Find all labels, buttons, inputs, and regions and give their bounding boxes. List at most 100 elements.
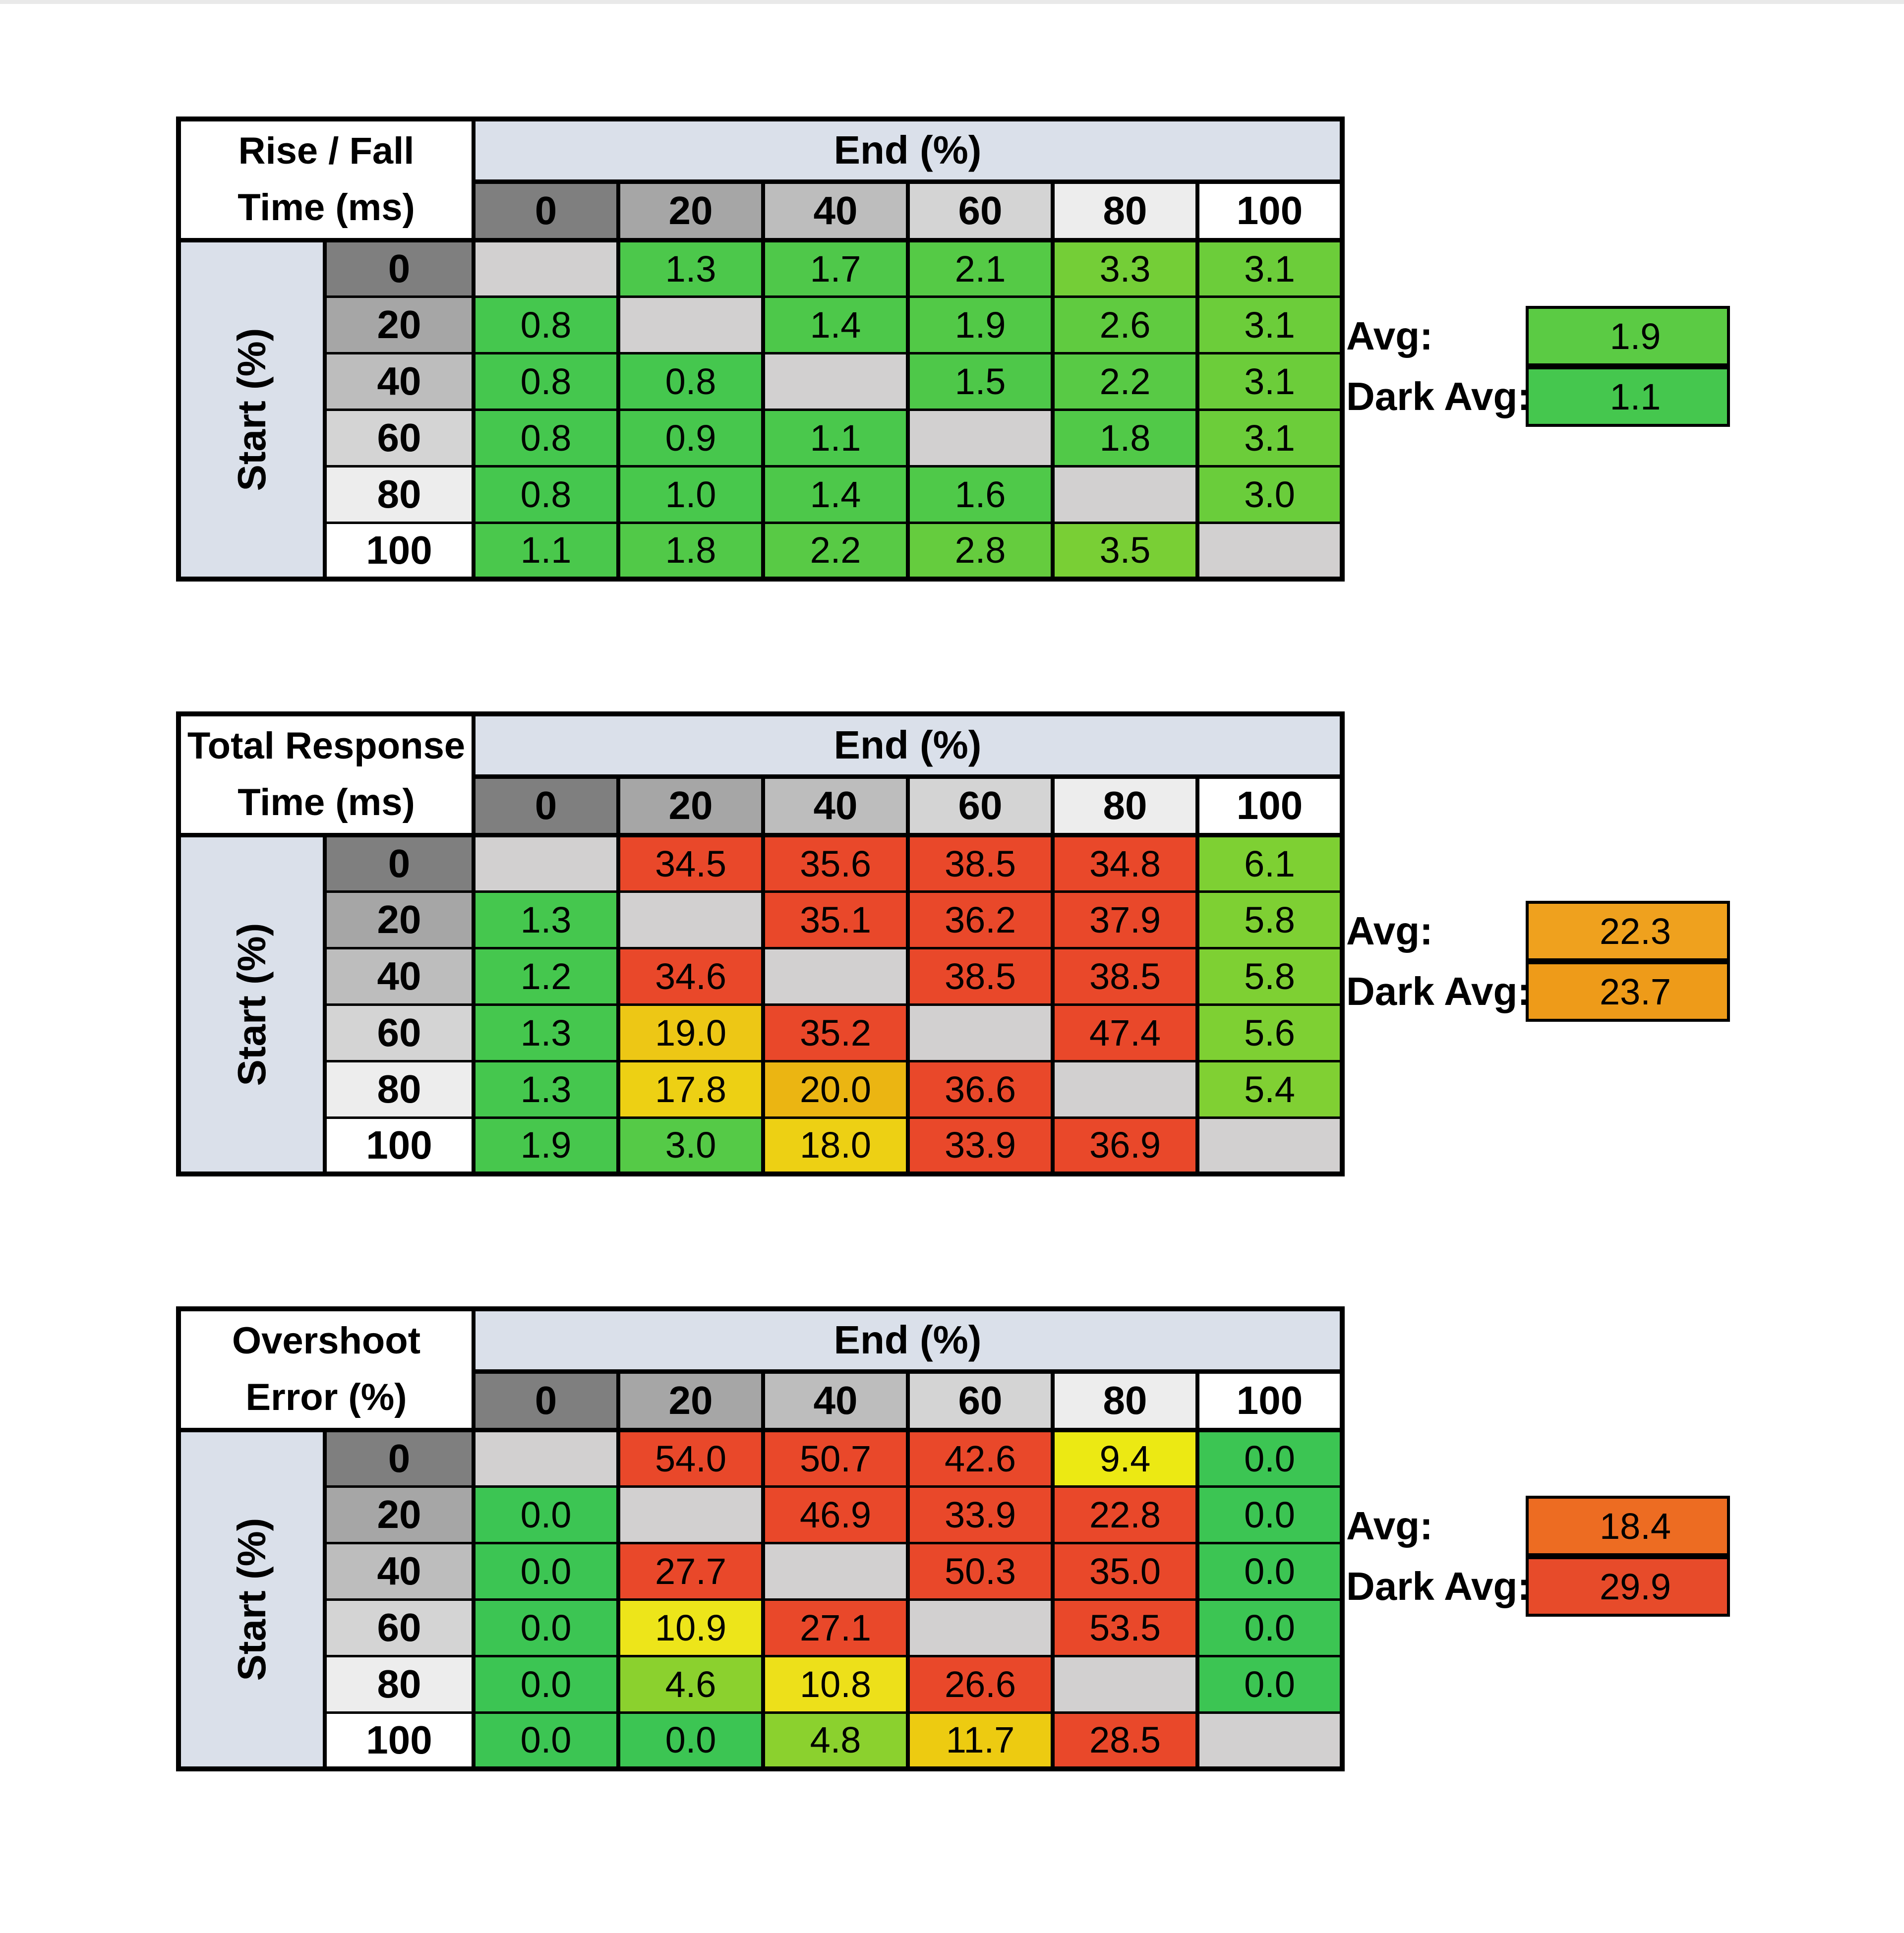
value-cell-start0-end80[interactable]: 34.8 xyxy=(1051,833,1199,893)
value-cell-start60-end100[interactable]: 5.6 xyxy=(1195,1003,1344,1062)
col-header-80[interactable]: 80 xyxy=(1051,180,1199,242)
value-cell-start80-end60[interactable]: 1.6 xyxy=(906,465,1055,524)
diagonal-blank-cell[interactable] xyxy=(906,408,1055,468)
value-cell-start100-end0[interactable]: 1.9 xyxy=(472,1116,620,1175)
value-cell-start40-end20[interactable]: 27.7 xyxy=(616,1541,765,1601)
value-cell-start80-end100[interactable]: 5.4 xyxy=(1195,1059,1344,1119)
value-cell-start40-end20[interactable]: 0.8 xyxy=(616,351,765,411)
value-cell-start60-end100[interactable]: 0.0 xyxy=(1195,1598,1344,1657)
start-axis-cell[interactable]: Start (%) xyxy=(177,238,327,581)
row-header-20[interactable]: 20 xyxy=(323,1485,476,1544)
row-header-60[interactable]: 60 xyxy=(323,1003,476,1062)
col-header-40[interactable]: 40 xyxy=(761,775,910,837)
value-cell-start0-end100[interactable]: 3.1 xyxy=(1195,238,1344,298)
row-header-40[interactable]: 40 xyxy=(323,946,476,1006)
diagonal-blank-cell[interactable] xyxy=(1195,1116,1344,1175)
end-axis-label[interactable]: End (%) xyxy=(472,712,1344,779)
row-header-80[interactable]: 80 xyxy=(323,1654,476,1714)
col-header-60[interactable]: 60 xyxy=(906,180,1055,242)
value-cell-start100-end40[interactable]: 4.8 xyxy=(761,1711,910,1770)
value-cell-start100-end40[interactable]: 2.2 xyxy=(761,521,910,581)
table-title-cell[interactable]: Rise / Fall Time (ms) xyxy=(177,117,476,242)
value-cell-start20-end40[interactable]: 1.4 xyxy=(761,295,910,354)
value-cell-start20-end0[interactable]: 0.8 xyxy=(472,295,620,354)
start-axis-cell[interactable]: Start (%) xyxy=(177,1428,327,1770)
value-cell-start80-end60[interactable]: 36.6 xyxy=(906,1059,1055,1119)
value-cell-start100-end20[interactable]: 1.8 xyxy=(616,521,765,581)
row-header-40[interactable]: 40 xyxy=(323,351,476,411)
value-cell-start20-end80[interactable]: 2.6 xyxy=(1051,295,1199,354)
value-cell-start40-end60[interactable]: 50.3 xyxy=(906,1541,1055,1601)
value-cell-start20-end40[interactable]: 46.9 xyxy=(761,1485,910,1544)
row-header-0[interactable]: 0 xyxy=(323,238,476,298)
value-cell-start20-end100[interactable]: 0.0 xyxy=(1195,1485,1344,1544)
value-cell-start20-end60[interactable]: 33.9 xyxy=(906,1485,1055,1544)
value-cell-start40-end100[interactable]: 3.1 xyxy=(1195,351,1344,411)
col-header-20[interactable]: 20 xyxy=(616,1370,765,1432)
col-header-100[interactable]: 100 xyxy=(1195,1370,1344,1432)
value-cell-start20-end0[interactable]: 1.3 xyxy=(472,890,620,949)
diagonal-blank-cell[interactable] xyxy=(761,946,910,1006)
value-cell-start20-end100[interactable]: 3.1 xyxy=(1195,295,1344,354)
table-title-cell[interactable]: Total Response Time (ms) xyxy=(177,712,476,837)
value-cell-start20-end0[interactable]: 0.0 xyxy=(472,1485,620,1544)
col-header-0[interactable]: 0 xyxy=(472,180,620,242)
col-header-80[interactable]: 80 xyxy=(1051,775,1199,837)
value-cell-start20-end60[interactable]: 1.9 xyxy=(906,295,1055,354)
value-cell-start0-end60[interactable]: 2.1 xyxy=(906,238,1055,298)
value-cell-start40-end0[interactable]: 1.2 xyxy=(472,946,620,1006)
value-cell-start60-end40[interactable]: 27.1 xyxy=(761,1598,910,1657)
diagonal-blank-cell[interactable] xyxy=(906,1003,1055,1062)
value-cell-start40-end60[interactable]: 1.5 xyxy=(906,351,1055,411)
value-cell-start100-end0[interactable]: 0.0 xyxy=(472,1711,620,1770)
value-cell-start20-end80[interactable]: 37.9 xyxy=(1051,890,1199,949)
value-cell-start40-end100[interactable]: 5.8 xyxy=(1195,946,1344,1006)
end-axis-label[interactable]: End (%) xyxy=(472,1307,1344,1374)
value-cell-start80-end100[interactable]: 0.0 xyxy=(1195,1654,1344,1714)
value-cell-start100-end60[interactable]: 11.7 xyxy=(906,1711,1055,1770)
value-cell-start40-end60[interactable]: 38.5 xyxy=(906,946,1055,1006)
row-header-80[interactable]: 80 xyxy=(323,465,476,524)
value-cell-start80-end40[interactable]: 1.4 xyxy=(761,465,910,524)
value-cell-start60-end80[interactable]: 47.4 xyxy=(1051,1003,1199,1062)
value-cell-start80-end100[interactable]: 3.0 xyxy=(1195,465,1344,524)
value-cell-start100-end0[interactable]: 1.1 xyxy=(472,521,620,581)
value-cell-start60-end0[interactable]: 0.0 xyxy=(472,1598,620,1657)
value-cell-start0-end80[interactable]: 9.4 xyxy=(1051,1428,1199,1488)
value-cell-start40-end20[interactable]: 34.6 xyxy=(616,946,765,1006)
value-cell-start40-end80[interactable]: 2.2 xyxy=(1051,351,1199,411)
diagonal-blank-cell[interactable] xyxy=(616,1485,765,1544)
col-header-20[interactable]: 20 xyxy=(616,775,765,837)
col-header-60[interactable]: 60 xyxy=(906,1370,1055,1432)
value-cell-start20-end80[interactable]: 22.8 xyxy=(1051,1485,1199,1544)
value-cell-start60-end0[interactable]: 0.8 xyxy=(472,408,620,468)
value-cell-start0-end40[interactable]: 35.6 xyxy=(761,833,910,893)
end-axis-label[interactable]: End (%) xyxy=(472,117,1344,184)
diagonal-blank-cell[interactable] xyxy=(1051,1654,1199,1714)
col-header-100[interactable]: 100 xyxy=(1195,775,1344,837)
value-cell-start20-end60[interactable]: 36.2 xyxy=(906,890,1055,949)
value-cell-start40-end100[interactable]: 0.0 xyxy=(1195,1541,1344,1601)
value-cell-start40-end0[interactable]: 0.0 xyxy=(472,1541,620,1601)
value-cell-start100-end20[interactable]: 3.0 xyxy=(616,1116,765,1175)
value-cell-start20-end100[interactable]: 5.8 xyxy=(1195,890,1344,949)
diagonal-blank-cell[interactable] xyxy=(906,1598,1055,1657)
value-cell-start0-end40[interactable]: 50.7 xyxy=(761,1428,910,1488)
value-cell-start100-end80[interactable]: 36.9 xyxy=(1051,1116,1199,1175)
value-cell-start100-end60[interactable]: 33.9 xyxy=(906,1116,1055,1175)
row-header-20[interactable]: 20 xyxy=(323,890,476,949)
value-cell-start40-end80[interactable]: 35.0 xyxy=(1051,1541,1199,1601)
start-axis-cell[interactable]: Start (%) xyxy=(177,833,327,1175)
avg-value-box[interactable]: 1.9 xyxy=(1526,306,1730,366)
value-cell-start60-end80[interactable]: 1.8 xyxy=(1051,408,1199,468)
row-header-20[interactable]: 20 xyxy=(323,295,476,354)
diagonal-blank-cell[interactable] xyxy=(472,238,620,298)
value-cell-start60-end100[interactable]: 3.1 xyxy=(1195,408,1344,468)
value-cell-start100-end60[interactable]: 2.8 xyxy=(906,521,1055,581)
value-cell-start0-end40[interactable]: 1.7 xyxy=(761,238,910,298)
row-header-60[interactable]: 60 xyxy=(323,408,476,468)
value-cell-start80-end0[interactable]: 1.3 xyxy=(472,1059,620,1119)
col-header-60[interactable]: 60 xyxy=(906,775,1055,837)
value-cell-start0-end60[interactable]: 42.6 xyxy=(906,1428,1055,1488)
value-cell-start60-end0[interactable]: 1.3 xyxy=(472,1003,620,1062)
